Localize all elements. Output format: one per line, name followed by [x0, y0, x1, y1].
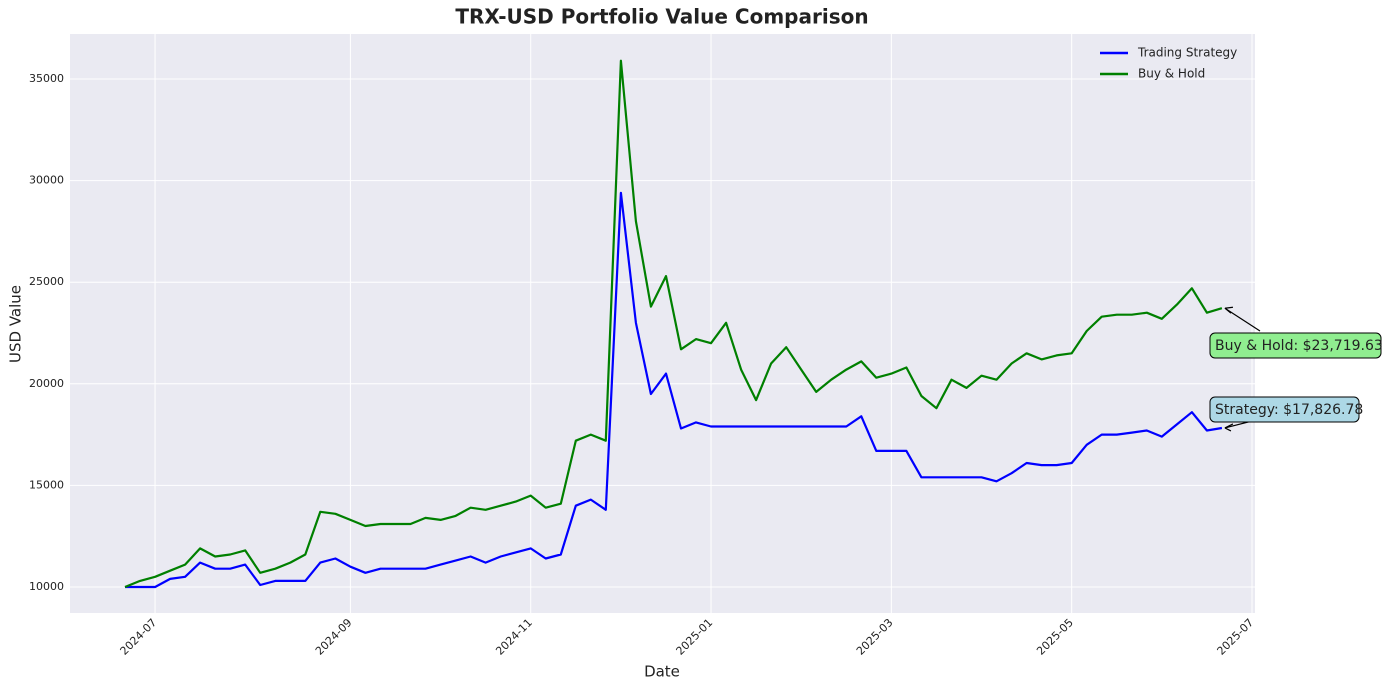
arrow-head — [1224, 306, 1234, 314]
legend-label: Buy & Hold — [1138, 67, 1205, 81]
y-tick-label: 25000 — [29, 275, 64, 288]
y-tick-label: 35000 — [29, 72, 64, 85]
annotation-arrow — [1224, 307, 1261, 332]
y-tick-label: 30000 — [29, 174, 64, 187]
y-tick-label: 15000 — [29, 478, 64, 491]
y-axis-label: USD Value — [7, 285, 25, 363]
series-line — [125, 191, 1223, 589]
annotation-box — [1209, 396, 1360, 423]
x-tick-label: 2025-05 — [1034, 616, 1076, 658]
x-axis-label: Date — [644, 663, 680, 681]
x-tick-label: 2025-03 — [854, 616, 896, 658]
annotation-box — [1209, 332, 1382, 359]
annotation-text: Strategy: $17,826.78 — [1215, 402, 1363, 418]
x-tick-label: 2025-07 — [1215, 616, 1257, 658]
arrow-head — [1224, 423, 1234, 432]
y-tick-label: 10000 — [29, 580, 64, 593]
x-tick-label: 2024-07 — [118, 616, 160, 658]
annotation-text: Buy & Hold: $23,719.63 — [1215, 338, 1383, 354]
x-tick-label: 2025-01 — [674, 616, 716, 658]
chart-title: TRX-USD Portfolio Value Comparison — [455, 5, 868, 29]
y-tick-label: 20000 — [29, 377, 64, 390]
x-tick-label: 2024-11 — [493, 616, 535, 658]
x-tick-label: 2024-09 — [313, 616, 355, 658]
series-line — [124, 59, 1223, 589]
legend-label: Trading Strategy — [1137, 46, 1237, 60]
plot-area — [70, 34, 1255, 613]
